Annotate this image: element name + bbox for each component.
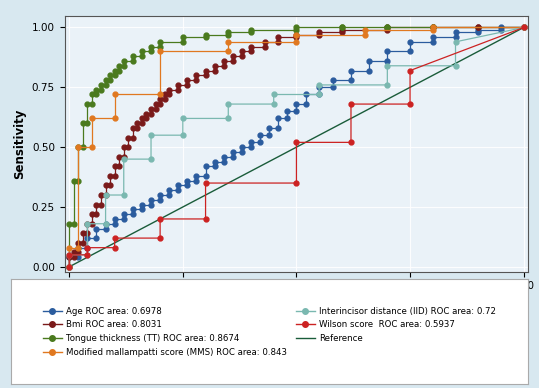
Y-axis label: Sensitivity: Sensitivity (13, 108, 26, 179)
Legend: Age ROC area: 0.6978, Bmi ROC area: 0.8031, Tongue thickness (TT) ROC area: 0.86: Age ROC area: 0.6978, Bmi ROC area: 0.80… (39, 302, 500, 361)
X-axis label: 1-Specificity: 1-Specificity (255, 297, 337, 310)
